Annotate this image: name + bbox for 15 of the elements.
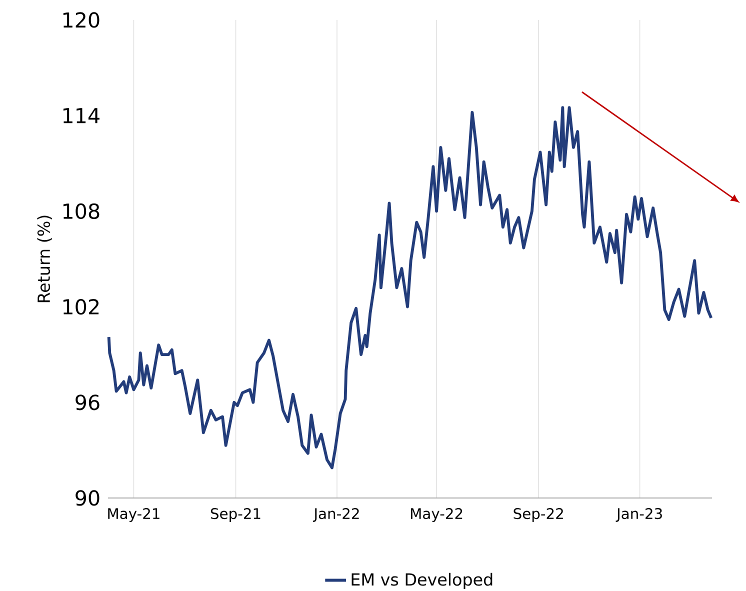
y-tick-label: 102 [63, 298, 99, 315]
y-axis-title: Return (%) [37, 216, 52, 302]
x-tick-label: Jan-23 [616, 508, 662, 522]
x-tick-label: May-21 [108, 508, 160, 522]
y-tick-label: 90 [76, 490, 100, 506]
legend-label: EM vs Developed [352, 572, 492, 590]
line-series [107, 106, 713, 470]
y-tick-label: 114 [63, 108, 100, 124]
x-tick-label: Sep-22 [514, 508, 563, 522]
y-tick-label: 96 [76, 394, 100, 410]
x-tick-label: May-22 [410, 508, 462, 522]
y-tick-label: 108 [63, 203, 100, 220]
x-tick-label: Jan-22 [312, 508, 359, 522]
x-tick-label: Sep-21 [210, 508, 260, 522]
y-tick-label: 120 [63, 12, 100, 28]
